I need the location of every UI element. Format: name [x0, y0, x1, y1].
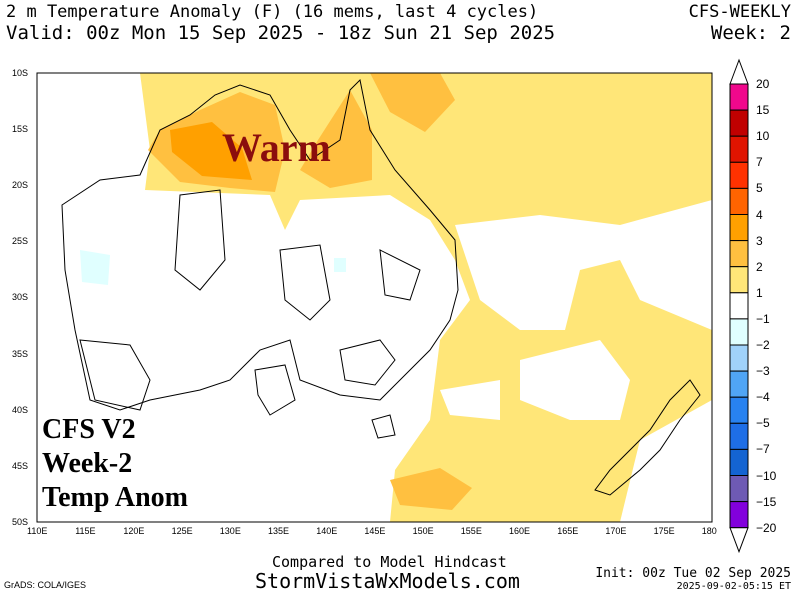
colorbar-top-arrow [729, 58, 749, 85]
colorbar-swatch [729, 83, 749, 111]
model-name: CFS-WEEKLY [688, 2, 791, 22]
colorbar-label: 15 [756, 103, 770, 118]
lat-tick: 20S [12, 180, 29, 191]
colorbar-swatch [729, 475, 749, 503]
lat-tick: 40S [12, 404, 29, 415]
colorbar-swatch [729, 370, 749, 398]
colorbar-bottom-arrow [729, 527, 749, 554]
lon-tick: 140E [316, 526, 338, 536]
colorbar-swatch [729, 344, 749, 372]
warm-anomaly-regions [80, 73, 472, 510]
lat-tick: 10S [12, 68, 29, 78]
colorbar-swatch [729, 396, 749, 424]
coastlines [61, 78, 701, 496]
colorbar-label: 2 [756, 259, 763, 274]
colorbar-swatch [729, 266, 749, 294]
lon-tick: 150E [412, 526, 434, 536]
lon-tick: 135E [268, 526, 290, 536]
warm-label: Warm [222, 125, 331, 170]
lon-tick: 170E [605, 526, 627, 536]
lat-tick: 50S [12, 516, 29, 527]
hindcast-note: Compared to Model Hindcast [272, 553, 507, 571]
colorbar-label: −7 [756, 442, 770, 457]
lon-tick: 115E [75, 526, 96, 536]
neutral-anomaly-regions [37, 73, 712, 522]
colorbar-swatch [729, 422, 749, 450]
colorbar-swatch [729, 135, 749, 163]
colorbar-label: −5 [756, 416, 770, 431]
lon-tick: 160E [509, 526, 531, 536]
lon-tick: 155E [460, 526, 482, 536]
overlay-variable: Temp Anom [42, 482, 189, 513]
colorbar-label: −4 [756, 390, 770, 405]
colorbar-label: −15 [756, 494, 777, 509]
colorbar-swatch [729, 318, 749, 346]
lon-tick: 165E [557, 526, 579, 536]
colorbar-label: 4 [756, 207, 763, 222]
colorbar-swatch [729, 187, 749, 215]
overlay-week: Week-2 [42, 448, 133, 479]
lon-tick: 175E [653, 526, 675, 536]
timestamp: 2025-09-02-05:15 ET [676, 581, 791, 592]
colorbar-swatch [729, 501, 749, 529]
map-title: 2 m Temperature Anomaly (F) (16 mems, la… [6, 2, 539, 22]
colorbar-label: 7 [756, 155, 763, 170]
colorbar [729, 58, 749, 554]
colorbar-swatch [729, 292, 749, 320]
lon-tick: 120E [123, 526, 145, 536]
colorbar-swatch [729, 448, 749, 476]
colorbar-swatch [729, 240, 749, 268]
colorbar-label: 1 [756, 285, 763, 300]
overlay-model: CFS V2 [42, 414, 136, 445]
colorbar-label: −20 [756, 520, 777, 535]
colorbar-label: 10 [756, 129, 770, 144]
colorbar-label: −2 [756, 338, 770, 352]
colorbar-label: −10 [756, 468, 777, 483]
lat-tick: 35S [12, 348, 29, 359]
week-label: Week: 2 [710, 22, 791, 44]
lon-tick: 180 [701, 526, 717, 536]
colorbar-swatch [729, 214, 749, 242]
colorbar-swatch [729, 161, 749, 189]
map-frame [36, 72, 713, 523]
colorbar-label: 3 [756, 233, 763, 248]
lon-tick: 125E [171, 526, 193, 536]
colorbar-label: −3 [756, 364, 770, 379]
grads-credit: GrADS: COLA/IGES [4, 580, 87, 590]
site-name: StormVistaWxModels.com [255, 569, 520, 593]
lat-tick: 25S [12, 236, 29, 247]
colorbar-swatch [729, 109, 749, 137]
init-time: Init: 00z Tue 02 Sep 2025 [595, 566, 791, 581]
lon-tick: 110E [27, 526, 48, 536]
colorbar-label: 5 [756, 181, 763, 196]
lat-tick: 15S [12, 124, 29, 135]
colorbar-label: −1 [756, 311, 770, 326]
colorbar-label: 20 [756, 77, 770, 91]
valid-period: Valid: 00z Mon 15 Sep 2025 - 18z Sun 21 … [6, 22, 556, 44]
lon-tick: 130E [219, 526, 241, 536]
lon-tick: 145E [364, 526, 386, 536]
lat-tick: 30S [12, 292, 29, 303]
lat-tick: 45S [12, 460, 29, 471]
